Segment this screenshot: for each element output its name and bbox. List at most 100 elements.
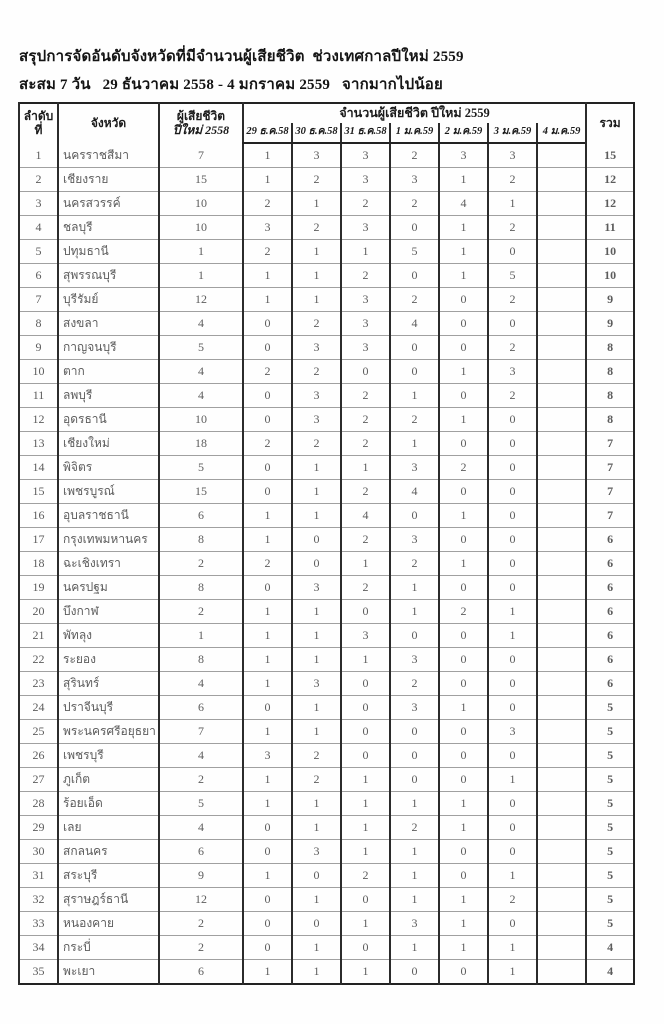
cell-day-4: 2 [389,143,439,168]
cell-day-4: 5 [389,239,439,264]
header-deaths-2558: ผู้เสียชีวิต ปีใหม่ 2558 [158,103,243,143]
cell-day-2: 3 [291,335,341,360]
cell-day-6: 3 [487,359,537,384]
cell-day-1: 1 [242,143,292,168]
header-date-3: 31 ธ.ค.58 [340,123,390,144]
cell-day-4: 3 [389,647,439,672]
cell-province: อุดรธานี [57,407,159,432]
table-row: 32 สุราษฎร์ธานี 12 0 1 0 1 1 2 5 [18,887,635,912]
cell-day-2: 1 [291,935,341,960]
cell-deaths-2558: 4 [158,743,243,768]
cell-day-2: 1 [291,191,341,216]
cell-total: 9 [585,311,635,336]
cell-day-5: 1 [438,263,488,288]
cell-day-1: 0 [242,575,292,600]
table-row: 10 ตาก 4 2 2 0 0 1 3 8 [18,359,635,384]
cell-day-3: 1 [340,551,390,576]
cell-deaths-2558: 7 [158,143,243,168]
cell-total: 5 [585,887,635,912]
cell-day-5: 0 [438,647,488,672]
cell-day-6: 1 [487,863,537,888]
table-row: 24 ปราจีนบุรี 6 0 1 0 3 1 0 5 [18,695,635,720]
cell-rank: 28 [18,791,58,816]
cell-day-3: 1 [340,239,390,264]
cell-deaths-2558: 10 [158,215,243,240]
cell-province: สงขลา [57,311,159,336]
cell-day-7 [535,671,587,696]
cell-day-7 [535,383,587,408]
cell-province: นครปฐม [57,575,159,600]
cell-day-1: 0 [242,911,292,936]
table-row: 16 อุบลราชธานี 6 1 1 4 0 1 0 7 [18,503,635,528]
cell-day-1: 1 [242,287,292,312]
cell-day-6: 3 [487,719,537,744]
header-deaths-2558-line1: ผู้เสียชีวิต [176,108,226,123]
cell-deaths-2558: 4 [158,815,243,840]
cell-deaths-2558: 6 [158,959,243,984]
cell-day-7 [535,887,587,912]
cell-total: 9 [585,287,635,312]
cell-total: 8 [585,383,635,408]
cell-day-4: 0 [389,503,439,528]
cell-day-1: 0 [242,407,292,432]
cell-day-3: 2 [340,527,390,552]
cell-day-2: 3 [291,407,341,432]
cell-day-7 [535,287,587,312]
cell-day-1: 2 [242,551,292,576]
cell-day-7 [535,911,587,936]
cell-day-3: 1 [340,767,390,792]
cell-day-7 [535,239,587,264]
cell-day-6: 0 [487,239,537,264]
cell-day-2: 3 [291,671,341,696]
cell-province: กรุงเทพมหานคร [57,527,159,552]
cell-day-3: 3 [340,623,390,648]
cell-day-5: 0 [438,527,488,552]
cell-deaths-2558: 2 [158,551,243,576]
cell-day-3: 0 [340,719,390,744]
table-row: 3 นครสวรรค์ 10 2 1 2 2 4 1 12 [18,191,635,216]
cell-rank: 15 [18,479,58,504]
cell-day-5: 1 [438,911,488,936]
cell-rank: 26 [18,743,58,768]
cell-day-4: 2 [389,191,439,216]
cell-day-4: 0 [389,959,439,984]
table-row: 33 หนองคาย 2 0 0 1 3 1 0 5 [18,911,635,936]
cell-total: 8 [585,407,635,432]
cell-day-3: 1 [340,647,390,672]
cell-day-3: 1 [340,959,390,984]
cell-day-3: 2 [340,407,390,432]
cell-day-2: 2 [291,215,341,240]
cell-day-6: 1 [487,959,537,984]
header-date-7: 4 ม.ค.59 [535,123,587,144]
header-rank-line1: ลำดับ [23,108,54,123]
cell-rank: 35 [18,959,58,984]
cell-total: 5 [585,695,635,720]
cell-day-7 [535,623,587,648]
cell-day-7 [535,263,587,288]
cell-day-2: 0 [291,551,341,576]
cell-province: เพชรบุรี [57,743,159,768]
cell-total: 11 [585,215,635,240]
cell-day-5: 1 [438,359,488,384]
table-row: 1 นครราชสีมา 7 1 3 3 2 3 3 15 [18,143,635,168]
cell-day-6: 2 [487,887,537,912]
table-row: 30 สกลนคร 6 0 3 1 1 0 0 5 [18,839,635,864]
cell-day-7 [535,767,587,792]
cell-day-2: 2 [291,311,341,336]
cell-province: ร้อยเอ็ด [57,791,159,816]
cell-day-1: 2 [242,359,292,384]
cell-total: 7 [585,455,635,480]
cell-province: สระบุรี [57,863,159,888]
cell-day-5: 1 [438,791,488,816]
header-date-1: 29 ธ.ค.58 [242,123,292,144]
cell-deaths-2558: 4 [158,383,243,408]
cell-day-7 [535,935,587,960]
cell-day-2: 1 [291,455,341,480]
cell-rank: 7 [18,287,58,312]
cell-day-3: 2 [340,863,390,888]
cell-total: 8 [585,359,635,384]
cell-rank: 13 [18,431,58,456]
cell-deaths-2558: 8 [158,575,243,600]
cell-province: ปราจีนบุรี [57,695,159,720]
